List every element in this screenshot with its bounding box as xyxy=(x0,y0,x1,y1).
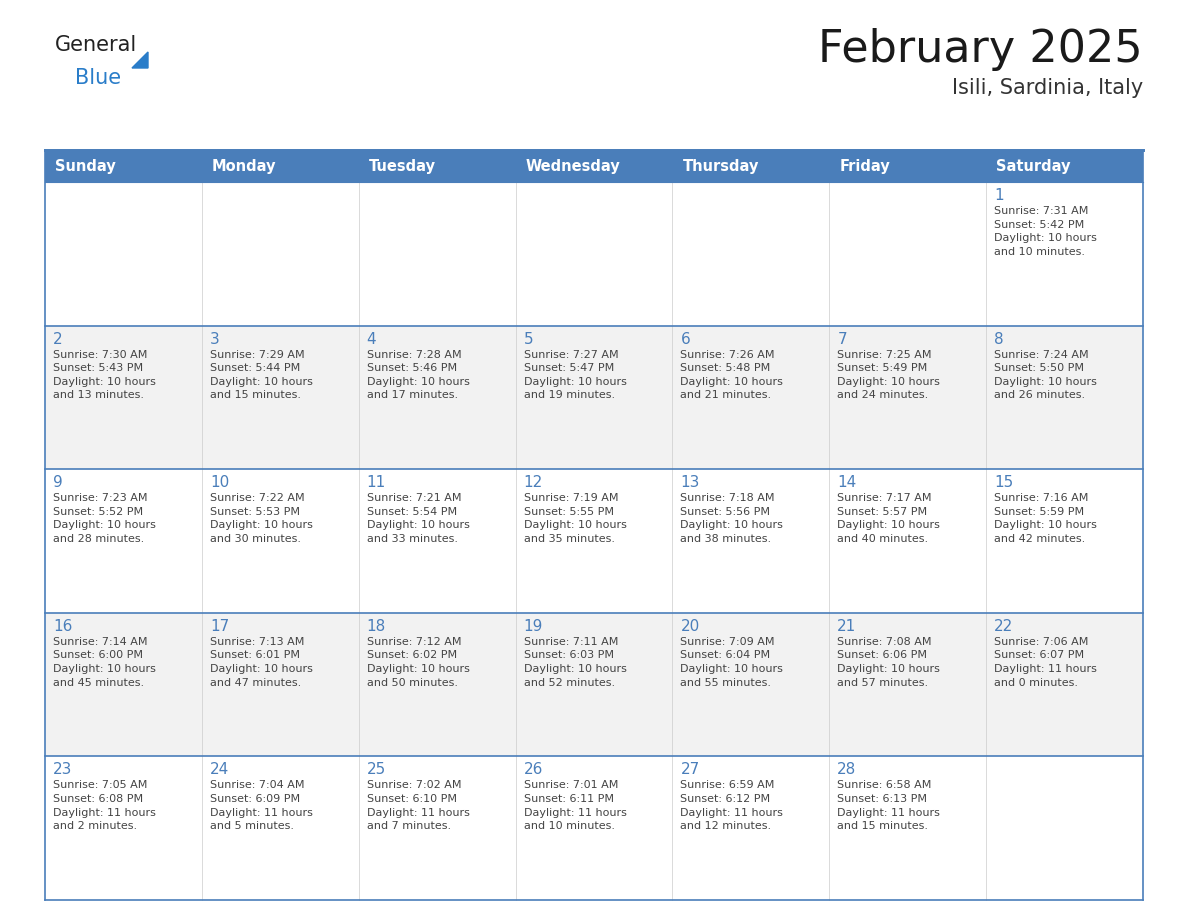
Text: Saturday: Saturday xyxy=(997,159,1070,174)
Text: Isili, Sardinia, Italy: Isili, Sardinia, Italy xyxy=(952,78,1143,98)
Text: 22: 22 xyxy=(994,619,1013,633)
Text: 1: 1 xyxy=(994,188,1004,203)
Text: Sunrise: 7:02 AM
Sunset: 6:10 PM
Daylight: 11 hours
and 7 minutes.: Sunrise: 7:02 AM Sunset: 6:10 PM Dayligh… xyxy=(367,780,469,831)
Bar xyxy=(359,150,516,182)
Text: 6: 6 xyxy=(681,331,690,347)
Text: Monday: Monday xyxy=(211,159,277,174)
Text: Sunrise: 7:01 AM
Sunset: 6:11 PM
Daylight: 11 hours
and 10 minutes.: Sunrise: 7:01 AM Sunset: 6:11 PM Dayligh… xyxy=(524,780,626,831)
Text: Sunrise: 7:29 AM
Sunset: 5:44 PM
Daylight: 10 hours
and 15 minutes.: Sunrise: 7:29 AM Sunset: 5:44 PM Dayligh… xyxy=(210,350,312,400)
Text: Sunrise: 7:24 AM
Sunset: 5:50 PM
Daylight: 10 hours
and 26 minutes.: Sunrise: 7:24 AM Sunset: 5:50 PM Dayligh… xyxy=(994,350,1097,400)
Text: 10: 10 xyxy=(210,476,229,490)
Text: Sunrise: 7:04 AM
Sunset: 6:09 PM
Daylight: 11 hours
and 5 minutes.: Sunrise: 7:04 AM Sunset: 6:09 PM Dayligh… xyxy=(210,780,312,831)
Text: Sunrise: 7:27 AM
Sunset: 5:47 PM
Daylight: 10 hours
and 19 minutes.: Sunrise: 7:27 AM Sunset: 5:47 PM Dayligh… xyxy=(524,350,626,400)
Text: Sunrise: 7:18 AM
Sunset: 5:56 PM
Daylight: 10 hours
and 38 minutes.: Sunrise: 7:18 AM Sunset: 5:56 PM Dayligh… xyxy=(681,493,783,544)
Text: Sunrise: 7:31 AM
Sunset: 5:42 PM
Daylight: 10 hours
and 10 minutes.: Sunrise: 7:31 AM Sunset: 5:42 PM Dayligh… xyxy=(994,206,1097,257)
Text: 21: 21 xyxy=(838,619,857,633)
Text: Sunrise: 7:26 AM
Sunset: 5:48 PM
Daylight: 10 hours
and 21 minutes.: Sunrise: 7:26 AM Sunset: 5:48 PM Dayligh… xyxy=(681,350,783,400)
Bar xyxy=(45,150,202,182)
Polygon shape xyxy=(132,52,148,68)
Bar xyxy=(202,150,359,182)
Text: 9: 9 xyxy=(53,476,63,490)
Text: 20: 20 xyxy=(681,619,700,633)
Text: 15: 15 xyxy=(994,476,1013,490)
Text: 8: 8 xyxy=(994,331,1004,347)
Text: Sunrise: 7:12 AM
Sunset: 6:02 PM
Daylight: 10 hours
and 50 minutes.: Sunrise: 7:12 AM Sunset: 6:02 PM Dayligh… xyxy=(367,637,469,688)
Text: 28: 28 xyxy=(838,763,857,778)
Text: Sunrise: 7:17 AM
Sunset: 5:57 PM
Daylight: 10 hours
and 40 minutes.: Sunrise: 7:17 AM Sunset: 5:57 PM Dayligh… xyxy=(838,493,940,544)
Text: Wednesday: Wednesday xyxy=(525,159,620,174)
Text: 19: 19 xyxy=(524,619,543,633)
Text: 25: 25 xyxy=(367,763,386,778)
Bar xyxy=(829,150,986,182)
Text: 11: 11 xyxy=(367,476,386,490)
Text: Sunrise: 7:22 AM
Sunset: 5:53 PM
Daylight: 10 hours
and 30 minutes.: Sunrise: 7:22 AM Sunset: 5:53 PM Dayligh… xyxy=(210,493,312,544)
Bar xyxy=(45,756,1143,900)
Text: Tuesday: Tuesday xyxy=(368,159,436,174)
Text: Sunrise: 6:58 AM
Sunset: 6:13 PM
Daylight: 11 hours
and 15 minutes.: Sunrise: 6:58 AM Sunset: 6:13 PM Dayligh… xyxy=(838,780,940,831)
Text: 24: 24 xyxy=(210,763,229,778)
Bar xyxy=(986,150,1143,182)
Text: Sunrise: 7:14 AM
Sunset: 6:00 PM
Daylight: 10 hours
and 45 minutes.: Sunrise: 7:14 AM Sunset: 6:00 PM Dayligh… xyxy=(53,637,156,688)
Text: 23: 23 xyxy=(53,763,72,778)
Text: Sunrise: 7:21 AM
Sunset: 5:54 PM
Daylight: 10 hours
and 33 minutes.: Sunrise: 7:21 AM Sunset: 5:54 PM Dayligh… xyxy=(367,493,469,544)
Text: 2: 2 xyxy=(53,331,63,347)
Text: Sunrise: 6:59 AM
Sunset: 6:12 PM
Daylight: 11 hours
and 12 minutes.: Sunrise: 6:59 AM Sunset: 6:12 PM Dayligh… xyxy=(681,780,783,831)
Text: 4: 4 xyxy=(367,331,377,347)
Text: Sunrise: 7:16 AM
Sunset: 5:59 PM
Daylight: 10 hours
and 42 minutes.: Sunrise: 7:16 AM Sunset: 5:59 PM Dayligh… xyxy=(994,493,1097,544)
Text: Sunrise: 7:08 AM
Sunset: 6:06 PM
Daylight: 10 hours
and 57 minutes.: Sunrise: 7:08 AM Sunset: 6:06 PM Dayligh… xyxy=(838,637,940,688)
Text: February 2025: February 2025 xyxy=(819,28,1143,71)
Text: 17: 17 xyxy=(210,619,229,633)
Text: 26: 26 xyxy=(524,763,543,778)
Text: Thursday: Thursday xyxy=(682,159,759,174)
Text: 5: 5 xyxy=(524,331,533,347)
Text: Sunrise: 7:19 AM
Sunset: 5:55 PM
Daylight: 10 hours
and 35 minutes.: Sunrise: 7:19 AM Sunset: 5:55 PM Dayligh… xyxy=(524,493,626,544)
Bar xyxy=(45,182,1143,326)
Text: Blue: Blue xyxy=(75,68,121,88)
Text: Sunrise: 7:25 AM
Sunset: 5:49 PM
Daylight: 10 hours
and 24 minutes.: Sunrise: 7:25 AM Sunset: 5:49 PM Dayligh… xyxy=(838,350,940,400)
Text: 3: 3 xyxy=(210,331,220,347)
Text: Friday: Friday xyxy=(839,159,890,174)
Bar xyxy=(672,150,829,182)
Bar xyxy=(516,150,672,182)
Bar xyxy=(45,613,1143,756)
Text: 13: 13 xyxy=(681,476,700,490)
Text: 16: 16 xyxy=(53,619,72,633)
Text: Sunrise: 7:06 AM
Sunset: 6:07 PM
Daylight: 11 hours
and 0 minutes.: Sunrise: 7:06 AM Sunset: 6:07 PM Dayligh… xyxy=(994,637,1097,688)
Text: Sunday: Sunday xyxy=(55,159,115,174)
Text: 14: 14 xyxy=(838,476,857,490)
Bar xyxy=(45,326,1143,469)
Text: Sunrise: 7:09 AM
Sunset: 6:04 PM
Daylight: 10 hours
and 55 minutes.: Sunrise: 7:09 AM Sunset: 6:04 PM Dayligh… xyxy=(681,637,783,688)
Text: Sunrise: 7:30 AM
Sunset: 5:43 PM
Daylight: 10 hours
and 13 minutes.: Sunrise: 7:30 AM Sunset: 5:43 PM Dayligh… xyxy=(53,350,156,400)
Text: 18: 18 xyxy=(367,619,386,633)
Text: Sunrise: 7:23 AM
Sunset: 5:52 PM
Daylight: 10 hours
and 28 minutes.: Sunrise: 7:23 AM Sunset: 5:52 PM Dayligh… xyxy=(53,493,156,544)
Text: 12: 12 xyxy=(524,476,543,490)
Text: Sunrise: 7:11 AM
Sunset: 6:03 PM
Daylight: 10 hours
and 52 minutes.: Sunrise: 7:11 AM Sunset: 6:03 PM Dayligh… xyxy=(524,637,626,688)
Text: General: General xyxy=(55,35,138,55)
Text: Sunrise: 7:28 AM
Sunset: 5:46 PM
Daylight: 10 hours
and 17 minutes.: Sunrise: 7:28 AM Sunset: 5:46 PM Dayligh… xyxy=(367,350,469,400)
Bar xyxy=(45,469,1143,613)
Text: Sunrise: 7:05 AM
Sunset: 6:08 PM
Daylight: 11 hours
and 2 minutes.: Sunrise: 7:05 AM Sunset: 6:08 PM Dayligh… xyxy=(53,780,156,831)
Text: 7: 7 xyxy=(838,331,847,347)
Text: 27: 27 xyxy=(681,763,700,778)
Text: Sunrise: 7:13 AM
Sunset: 6:01 PM
Daylight: 10 hours
and 47 minutes.: Sunrise: 7:13 AM Sunset: 6:01 PM Dayligh… xyxy=(210,637,312,688)
